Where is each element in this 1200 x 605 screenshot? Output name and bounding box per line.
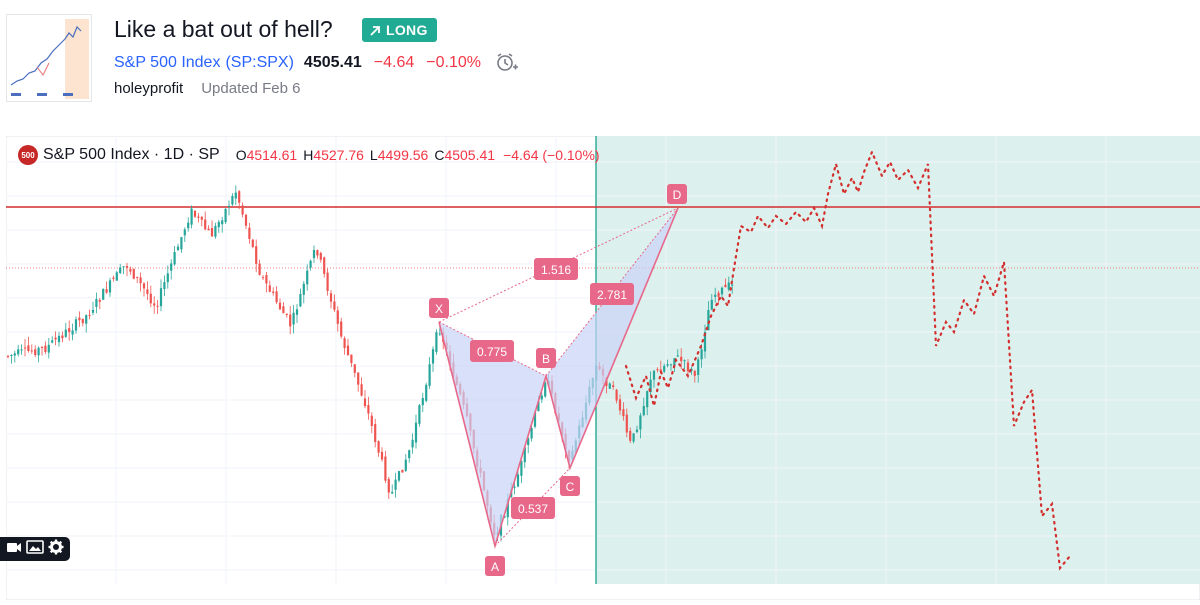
add-alert-icon[interactable] (495, 52, 519, 74)
long-badge: LONG (362, 18, 437, 42)
projection-zone (596, 136, 1200, 584)
badge-label: LONG (386, 22, 428, 38)
pattern-point-c: C (560, 476, 580, 496)
settings-icon[interactable] (48, 539, 64, 560)
high-value: 4527.76 (313, 147, 364, 163)
ratio-label-xad: 1.516 (534, 258, 578, 280)
pattern-bcd-fill (546, 208, 678, 468)
high-key: H (303, 147, 314, 163)
image-icon[interactable] (26, 539, 44, 559)
chart-toolbar (0, 537, 70, 561)
idea-title: Like a bat out of hell? (114, 16, 333, 42)
idea-thumbnail[interactable] (6, 14, 92, 102)
pattern-point-d: D (667, 184, 687, 204)
low-key: L (369, 147, 378, 163)
legend-change: −4.64 (−0.10%) (503, 147, 600, 163)
symbol-ticker-link[interactable]: (SP:SPX) (225, 54, 294, 71)
svg-text:0.537: 0.537 (518, 502, 548, 516)
close-key: C (434, 147, 445, 163)
low-value: 4499.56 (377, 147, 429, 163)
pattern-xab-fill (439, 322, 546, 546)
open-value: 4514.61 (246, 147, 298, 163)
camera-icon[interactable] (6, 540, 22, 559)
last-price: 4505.41 (303, 54, 362, 71)
pattern-point-b: B (536, 348, 556, 368)
chart-area[interactable]: X A B C D 0.775 0.537 1.516 2.781 (5, 135, 1200, 601)
svg-text:0.775: 0.775 (477, 345, 507, 359)
projected-path (624, 149, 1072, 571)
updated-date: Updated Feb 6 (201, 80, 301, 97)
open-key: O (235, 147, 247, 163)
pattern-point-a: A (485, 556, 505, 576)
svg-text:B: B (542, 352, 550, 366)
symbol-name-link[interactable]: S&P 500 Index (114, 54, 221, 71)
pattern-point-x: X (429, 298, 449, 318)
close-value: 4505.41 (444, 147, 496, 163)
ratio-label-xab: 0.775 (470, 340, 514, 362)
chart-legend: 500 S&P 500 Index · 1D · SP O 4514.61 H 45… (18, 145, 600, 165)
symbol-logo: 500 (18, 145, 38, 165)
svg-text:C: C (566, 480, 575, 494)
price-change: −4.64 (373, 54, 415, 71)
arrow-up-right-icon (370, 25, 380, 36)
svg-text:D: D (673, 188, 682, 202)
author-row: holeyprofit Updated Feb 6 (114, 80, 300, 97)
symbol-row: S&P 500 Index (SP:SPX) 4505.41 −4.64 −0.… (114, 52, 519, 74)
svg-text:2.781: 2.781 (597, 288, 627, 302)
legend-symbol[interactable]: S&P 500 Index · 1D · SP (43, 146, 220, 163)
svg-text:A: A (491, 560, 499, 574)
ratio-label-abc: 0.537 (511, 497, 555, 519)
svg-text:1.516: 1.516 (541, 263, 571, 277)
price-change-percent: −0.10% (426, 54, 481, 71)
chart-canvas[interactable]: X A B C D 0.775 0.537 1.516 2.781 (5, 135, 1200, 601)
ratio-label-bcd: 2.781 (590, 283, 634, 305)
author-link[interactable]: holeyprofit (114, 80, 184, 97)
svg-text:X: X (435, 302, 443, 316)
